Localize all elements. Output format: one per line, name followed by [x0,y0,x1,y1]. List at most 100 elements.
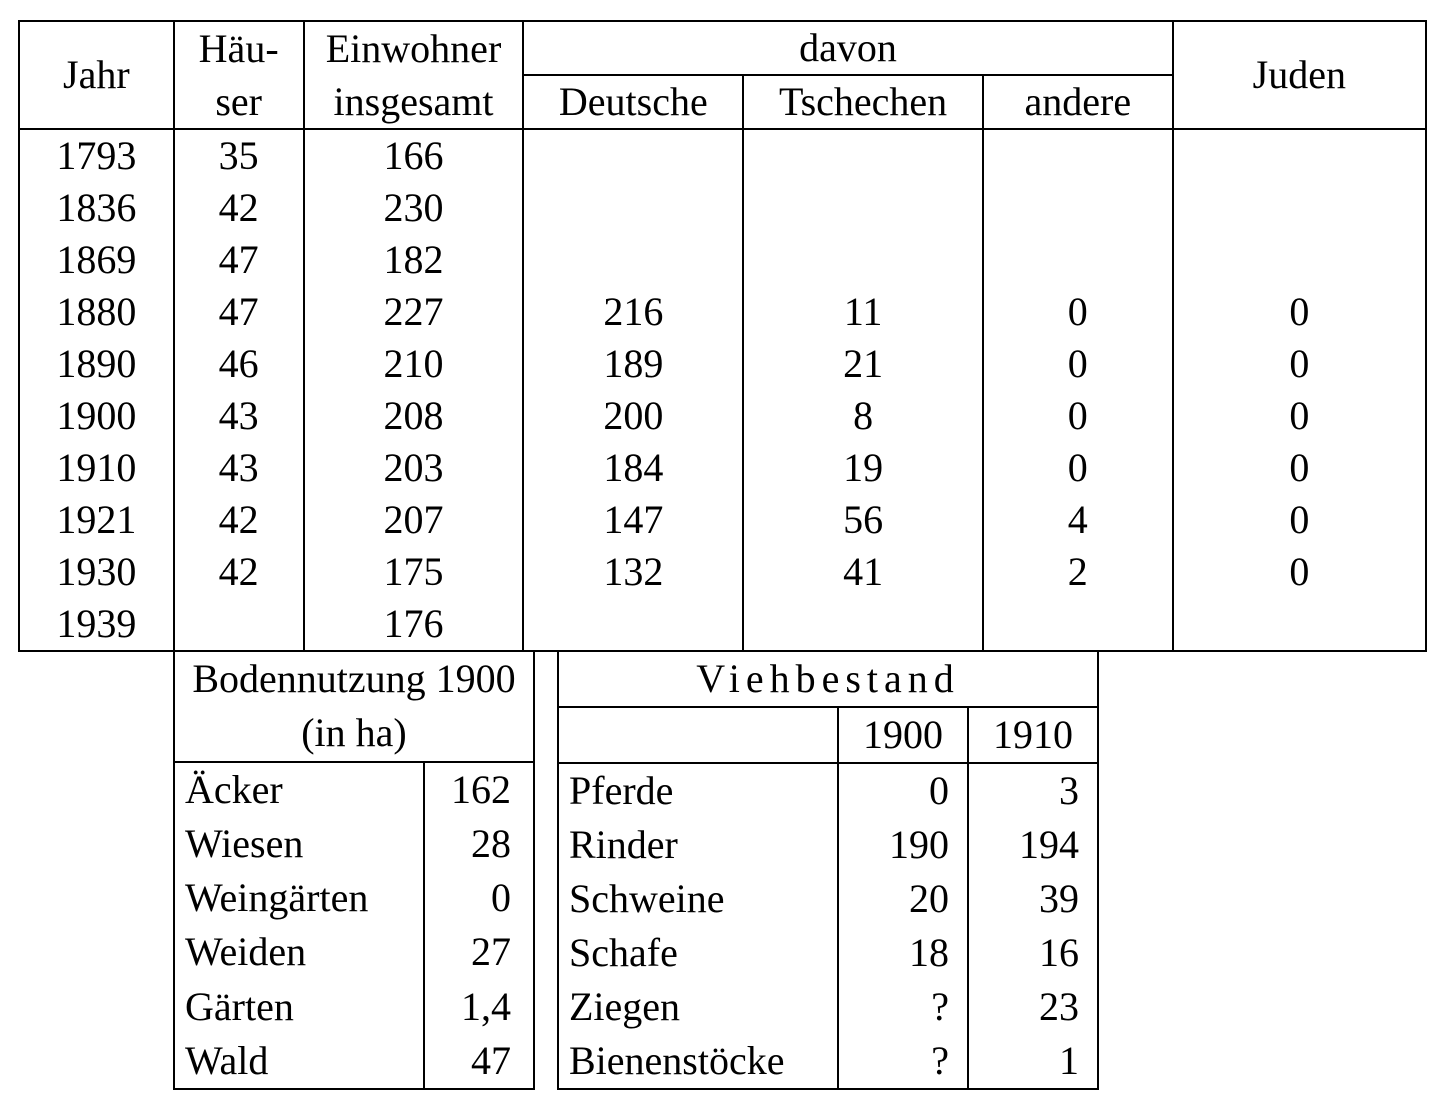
table-row: 1930421751324120 [19,546,1426,598]
cell-tschechen: 8 [743,390,983,442]
table-row: 186947182 [19,234,1426,286]
col-header-davon: davon [523,21,1172,75]
cell-tschechen [743,598,983,651]
boden-value: 27 [424,925,534,979]
cell-haeuser: 43 [174,442,304,494]
table-row: Wald47 [174,1034,534,1089]
boden-value: 28 [424,817,534,871]
vieh-value-a: 0 [838,763,968,818]
cell-haeuser: 42 [174,182,304,234]
vieh-title: Viehbestand [558,652,1098,707]
col-header-juden: Juden [1173,21,1426,129]
cell-haeuser: 35 [174,129,304,182]
table-row: 183642230 [19,182,1426,234]
cell-jahr: 1930 [19,546,174,598]
cell-jahr: 1869 [19,234,174,286]
table-row: 1890462101892100 [19,338,1426,390]
cell-deutsche: 184 [523,442,743,494]
cell-tschechen: 21 [743,338,983,390]
cell-haeuser: 47 [174,234,304,286]
boden-value: 162 [424,762,534,817]
cell-einwohner: 227 [304,286,524,338]
col-header-tschechen: Tschechen [743,75,983,129]
vieh-value-a: 18 [838,926,968,980]
vieh-value-b: 16 [968,926,1098,980]
cell-deutsche [523,234,743,286]
boden-label: Äcker [174,762,424,817]
cell-andere [983,234,1173,286]
table-row: Gärten1,4 [174,979,534,1033]
vieh-value-b: 39 [968,872,1098,926]
cell-einwohner: 166 [304,129,524,182]
table-row: Wiesen28 [174,817,534,871]
livestock-table: Viehbestand 1900 1910 Pferde03Rinder1901… [557,652,1099,1090]
cell-andere: 0 [983,338,1173,390]
cell-deutsche [523,598,743,651]
vieh-year-b: 1910 [968,707,1098,763]
cell-tschechen [743,129,983,182]
cell-haeuser: 46 [174,338,304,390]
table-row: Weingärten0 [174,871,534,925]
vieh-year-a: 1900 [838,707,968,763]
boden-label: Weingärten [174,871,424,925]
cell-haeuser: 42 [174,546,304,598]
vieh-label: Rinder [558,818,838,872]
cell-jahr: 1921 [19,494,174,546]
table-row: 179335166 [19,129,1426,182]
cell-juden [1173,129,1426,182]
cell-deutsche: 147 [523,494,743,546]
vieh-value-b: 194 [968,818,1098,872]
cell-einwohner: 176 [304,598,524,651]
cell-andere [983,598,1173,651]
cell-juden [1173,182,1426,234]
cell-juden: 0 [1173,442,1426,494]
vieh-value-a: 20 [838,872,968,926]
cell-tschechen [743,182,983,234]
vieh-value-b: 3 [968,763,1098,818]
land-use-table: Bodennutzung 1900 (in ha) Äcker162Wiesen… [173,652,535,1090]
vieh-value-a: 190 [838,818,968,872]
boden-label: Wald [174,1034,424,1089]
cell-einwohner: 230 [304,182,524,234]
cell-tschechen: 19 [743,442,983,494]
cell-haeuser: 43 [174,390,304,442]
boden-label: Weiden [174,925,424,979]
vieh-label: Pferde [558,763,838,818]
col-header-haeuser-l2: ser [174,75,304,129]
cell-jahr: 1910 [19,442,174,494]
table-row: Schweine2039 [558,872,1098,926]
boden-title-l2: (in ha) [174,706,534,761]
table-row: Bienenstöcke?1 [558,1034,1098,1089]
cell-einwohner: 203 [304,442,524,494]
cell-tschechen: 11 [743,286,983,338]
cell-juden: 0 [1173,338,1426,390]
cell-einwohner: 208 [304,390,524,442]
cell-deutsche [523,182,743,234]
boden-label: Gärten [174,979,424,1033]
table-row: Pferde03 [558,763,1098,818]
cell-juden: 0 [1173,390,1426,442]
cell-einwohner: 182 [304,234,524,286]
boden-title-l1: Bodennutzung 1900 [174,652,534,706]
table-row: Äcker162 [174,762,534,817]
col-header-andere: andere [983,75,1173,129]
col-header-jahr: Jahr [19,21,174,129]
cell-deutsche [523,129,743,182]
boden-label: Wiesen [174,817,424,871]
cell-andere: 2 [983,546,1173,598]
boden-value: 47 [424,1034,534,1089]
table-row: Rinder190194 [558,818,1098,872]
cell-jahr: 1939 [19,598,174,651]
cell-jahr: 1836 [19,182,174,234]
col-header-deutsche: Deutsche [523,75,743,129]
cell-andere [983,182,1173,234]
cell-jahr: 1900 [19,390,174,442]
vieh-blank-header [558,707,838,763]
cell-andere: 4 [983,494,1173,546]
cell-tschechen: 56 [743,494,983,546]
cell-einwohner: 210 [304,338,524,390]
cell-juden: 0 [1173,494,1426,546]
population-table: Jahr Häu- Einwohner davon Juden ser insg… [18,20,1427,652]
vieh-label: Ziegen [558,980,838,1034]
cell-juden: 0 [1173,546,1426,598]
